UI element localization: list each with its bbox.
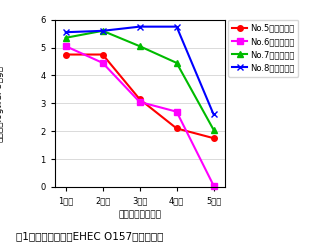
No.7牛（通常） xyxy=(101,29,105,32)
Text: 図1　乾草給与後のEHEC O157排菌の推移: 図1 乾草給与後のEHEC O157排菌の推移 xyxy=(16,231,163,241)
No.7牛（通常） xyxy=(175,62,178,64)
No.6牛（乾草） xyxy=(175,110,178,113)
Line: No.8牛（通常）: No.8牛（通常） xyxy=(63,24,216,117)
Line: No.5牛（乾草）: No.5牛（乾草） xyxy=(63,52,216,141)
Legend: No.5牛（乾草）, No.6牛（乾草）, No.7牛（通常）, No.8牛（通常）: No.5牛（乾草）, No.6牛（乾草）, No.7牛（通常）, No.8牛（通… xyxy=(228,20,298,77)
No.5牛（乾草） xyxy=(101,53,105,56)
X-axis label: 亾草給与後の日数: 亾草給与後の日数 xyxy=(118,211,161,219)
No.7牛（通常） xyxy=(138,45,142,48)
No.6牛（乾草） xyxy=(101,62,105,64)
No.6牛（乾草） xyxy=(138,100,142,103)
No.6牛（乾草） xyxy=(212,184,215,187)
No.5牛（乾草） xyxy=(212,137,215,140)
No.7牛（通常） xyxy=(64,36,68,39)
Y-axis label: 排菌数（log₁₀CFU／g）: 排菌数（log₁₀CFU／g） xyxy=(0,65,4,142)
No.7牛（通常） xyxy=(212,128,215,131)
No.8牛（通常） xyxy=(138,25,142,28)
No.8牛（通常） xyxy=(212,113,215,116)
Line: No.6牛（乾草）: No.6牛（乾草） xyxy=(63,43,216,188)
No.8牛（通常） xyxy=(175,25,178,28)
No.6牛（乾草） xyxy=(64,45,68,48)
No.5牛（乾草） xyxy=(64,53,68,56)
No.8牛（通常） xyxy=(64,31,68,34)
No.5牛（乾草） xyxy=(138,98,142,101)
No.8牛（通常） xyxy=(101,29,105,32)
Line: No.7牛（通常）: No.7牛（通常） xyxy=(63,28,216,133)
No.5牛（乾草） xyxy=(175,127,178,130)
